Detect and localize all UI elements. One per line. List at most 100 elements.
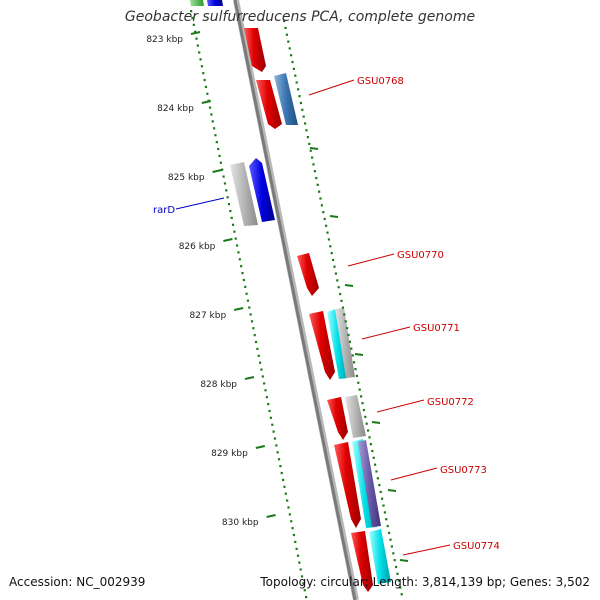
minor-tick-dot: [300, 575, 304, 578]
kbp-tick-mark: [233, 307, 244, 311]
minor-tick-dot: [382, 504, 385, 507]
leader-GSU0771: [361, 326, 411, 340]
minor-tick-dot: [277, 458, 281, 461]
gene-cds: [256, 80, 282, 129]
minor-tick-dot: [271, 423, 274, 426]
minor-tick-dot: [268, 409, 271, 413]
minor-tick-dot: [353, 361, 356, 364]
minor-tick-dot: [388, 531, 391, 534]
feature-top-blue: [207, 0, 223, 6]
gene-grey: [345, 395, 366, 438]
minor-tick-dot: [332, 258, 335, 262]
right-ruler-mark: [329, 215, 339, 218]
minor-tick-dot: [265, 396, 268, 399]
minor-tick-dot: [230, 216, 233, 220]
genome-backbone-core: [233, 0, 357, 600]
kbp-tick-label: 827 kbp: [190, 311, 227, 321]
minor-tick-dot: [350, 347, 353, 350]
gene-cds: [309, 311, 335, 380]
minor-tick-dot: [238, 258, 241, 261]
minor-tick-dot: [236, 244, 239, 247]
minor-tick-dot: [290, 54, 293, 57]
minor-tick-dot: [225, 189, 228, 192]
minor-tick-dot: [190, 10, 193, 13]
minor-tick-dot: [302, 582, 305, 585]
minor-tick-dot: [234, 237, 237, 240]
minor-tick-dot: [368, 436, 371, 439]
minor-tick-dot: [309, 149, 312, 152]
minor-tick-dot: [221, 168, 224, 171]
kbp-tick-label: 824 kbp: [157, 104, 194, 114]
minor-tick-dot: [329, 245, 332, 248]
minor-tick-dot: [361, 402, 364, 405]
gene-label-GSU0768[interactable]: GSU0768: [357, 76, 404, 87]
kbp-tick-label: 830 kbp: [222, 518, 259, 528]
minor-tick-dot: [256, 347, 259, 351]
leader-GSU0772: [376, 399, 425, 413]
minor-tick-dot: [226, 196, 229, 199]
minor-tick-dot: [254, 340, 258, 344]
minor-tick-dot: [214, 134, 217, 137]
minor-tick-dot: [282, 478, 285, 481]
minor-tick-dot: [383, 511, 386, 514]
minor-tick-dot: [252, 327, 255, 330]
minor-tick-dot: [285, 33, 288, 36]
gene-label-GSU0772[interactable]: GSU0772: [427, 397, 474, 408]
minor-tick-dot: [296, 554, 300, 557]
gene-label-rarD[interactable]: rarD: [153, 205, 175, 216]
minor-tick-dot: [250, 320, 254, 323]
minor-tick-dot: [337, 286, 340, 289]
right-ruler-mark: [371, 421, 381, 424]
minor-tick-dot: [339, 292, 342, 296]
minor-tick-dot: [311, 156, 314, 159]
minor-tick-dot: [292, 533, 296, 537]
minor-tick-dot: [313, 170, 316, 173]
gene-label-GSU0774[interactable]: GSU0774: [453, 541, 500, 552]
minor-tick-dot: [229, 209, 232, 213]
minor-tick-dot: [211, 120, 214, 123]
genome-title: Geobacter sulfurreducens PCA, complete g…: [124, 9, 476, 25]
minor-tick-dot: [260, 368, 263, 371]
minor-tick-dot: [288, 513, 291, 516]
minor-tick-dot: [269, 416, 273, 419]
kbp-tick-mark: [190, 31, 201, 35]
minor-ticks-left: [190, 10, 308, 599]
minor-tick-dot: [272, 430, 275, 433]
minor-tick-dot: [290, 520, 293, 523]
minor-tick-dot: [294, 540, 297, 544]
minor-tick-dot: [312, 163, 315, 166]
minor-tick-dot: [297, 88, 300, 91]
minor-tick-dot: [237, 251, 240, 254]
minor-tick-dot: [389, 538, 392, 541]
minor-tick-dot: [325, 224, 328, 227]
minor-tick-dot: [242, 278, 245, 282]
right-ruler-mark: [309, 147, 319, 150]
minor-tick-dot: [344, 320, 347, 323]
minor-tick-dot: [291, 527, 294, 530]
minor-tick-dot: [319, 197, 322, 200]
minor-tick-dot: [244, 285, 247, 288]
minor-tick-dot: [198, 51, 201, 54]
minor-tick-dot: [336, 279, 339, 282]
gene-label-GSU0770[interactable]: GSU0770: [397, 250, 444, 261]
minor-tick-dot: [302, 115, 305, 118]
minor-tick-dot: [355, 374, 358, 378]
gene-cds: [327, 397, 348, 440]
minor-tick-dot: [203, 78, 206, 82]
minor-tick-dot: [206, 92, 209, 95]
right-ruler-mark: [354, 353, 364, 356]
gene-label-group: GSU0768 rarD GSU0770 GSU0771 GSU0772 GSU0773 G…: [153, 76, 500, 552]
gene-rarD-arrow: [249, 158, 275, 222]
minor-tick-dot: [379, 490, 382, 494]
minor-tick-dot: [298, 561, 301, 564]
leader-GSU0773: [390, 467, 438, 481]
minor-tick-dot: [284, 26, 287, 30]
minor-tick-dot: [333, 265, 336, 268]
gene-cds: [297, 253, 319, 296]
minor-tick-dot: [362, 408, 365, 412]
gene-cyan: [327, 309, 348, 379]
gene-label-GSU0773[interactable]: GSU0773: [440, 465, 487, 476]
gene-label-GSU0771[interactable]: GSU0771: [413, 323, 460, 334]
minor-tick-dot: [279, 465, 282, 468]
gene-cds: [351, 531, 373, 592]
